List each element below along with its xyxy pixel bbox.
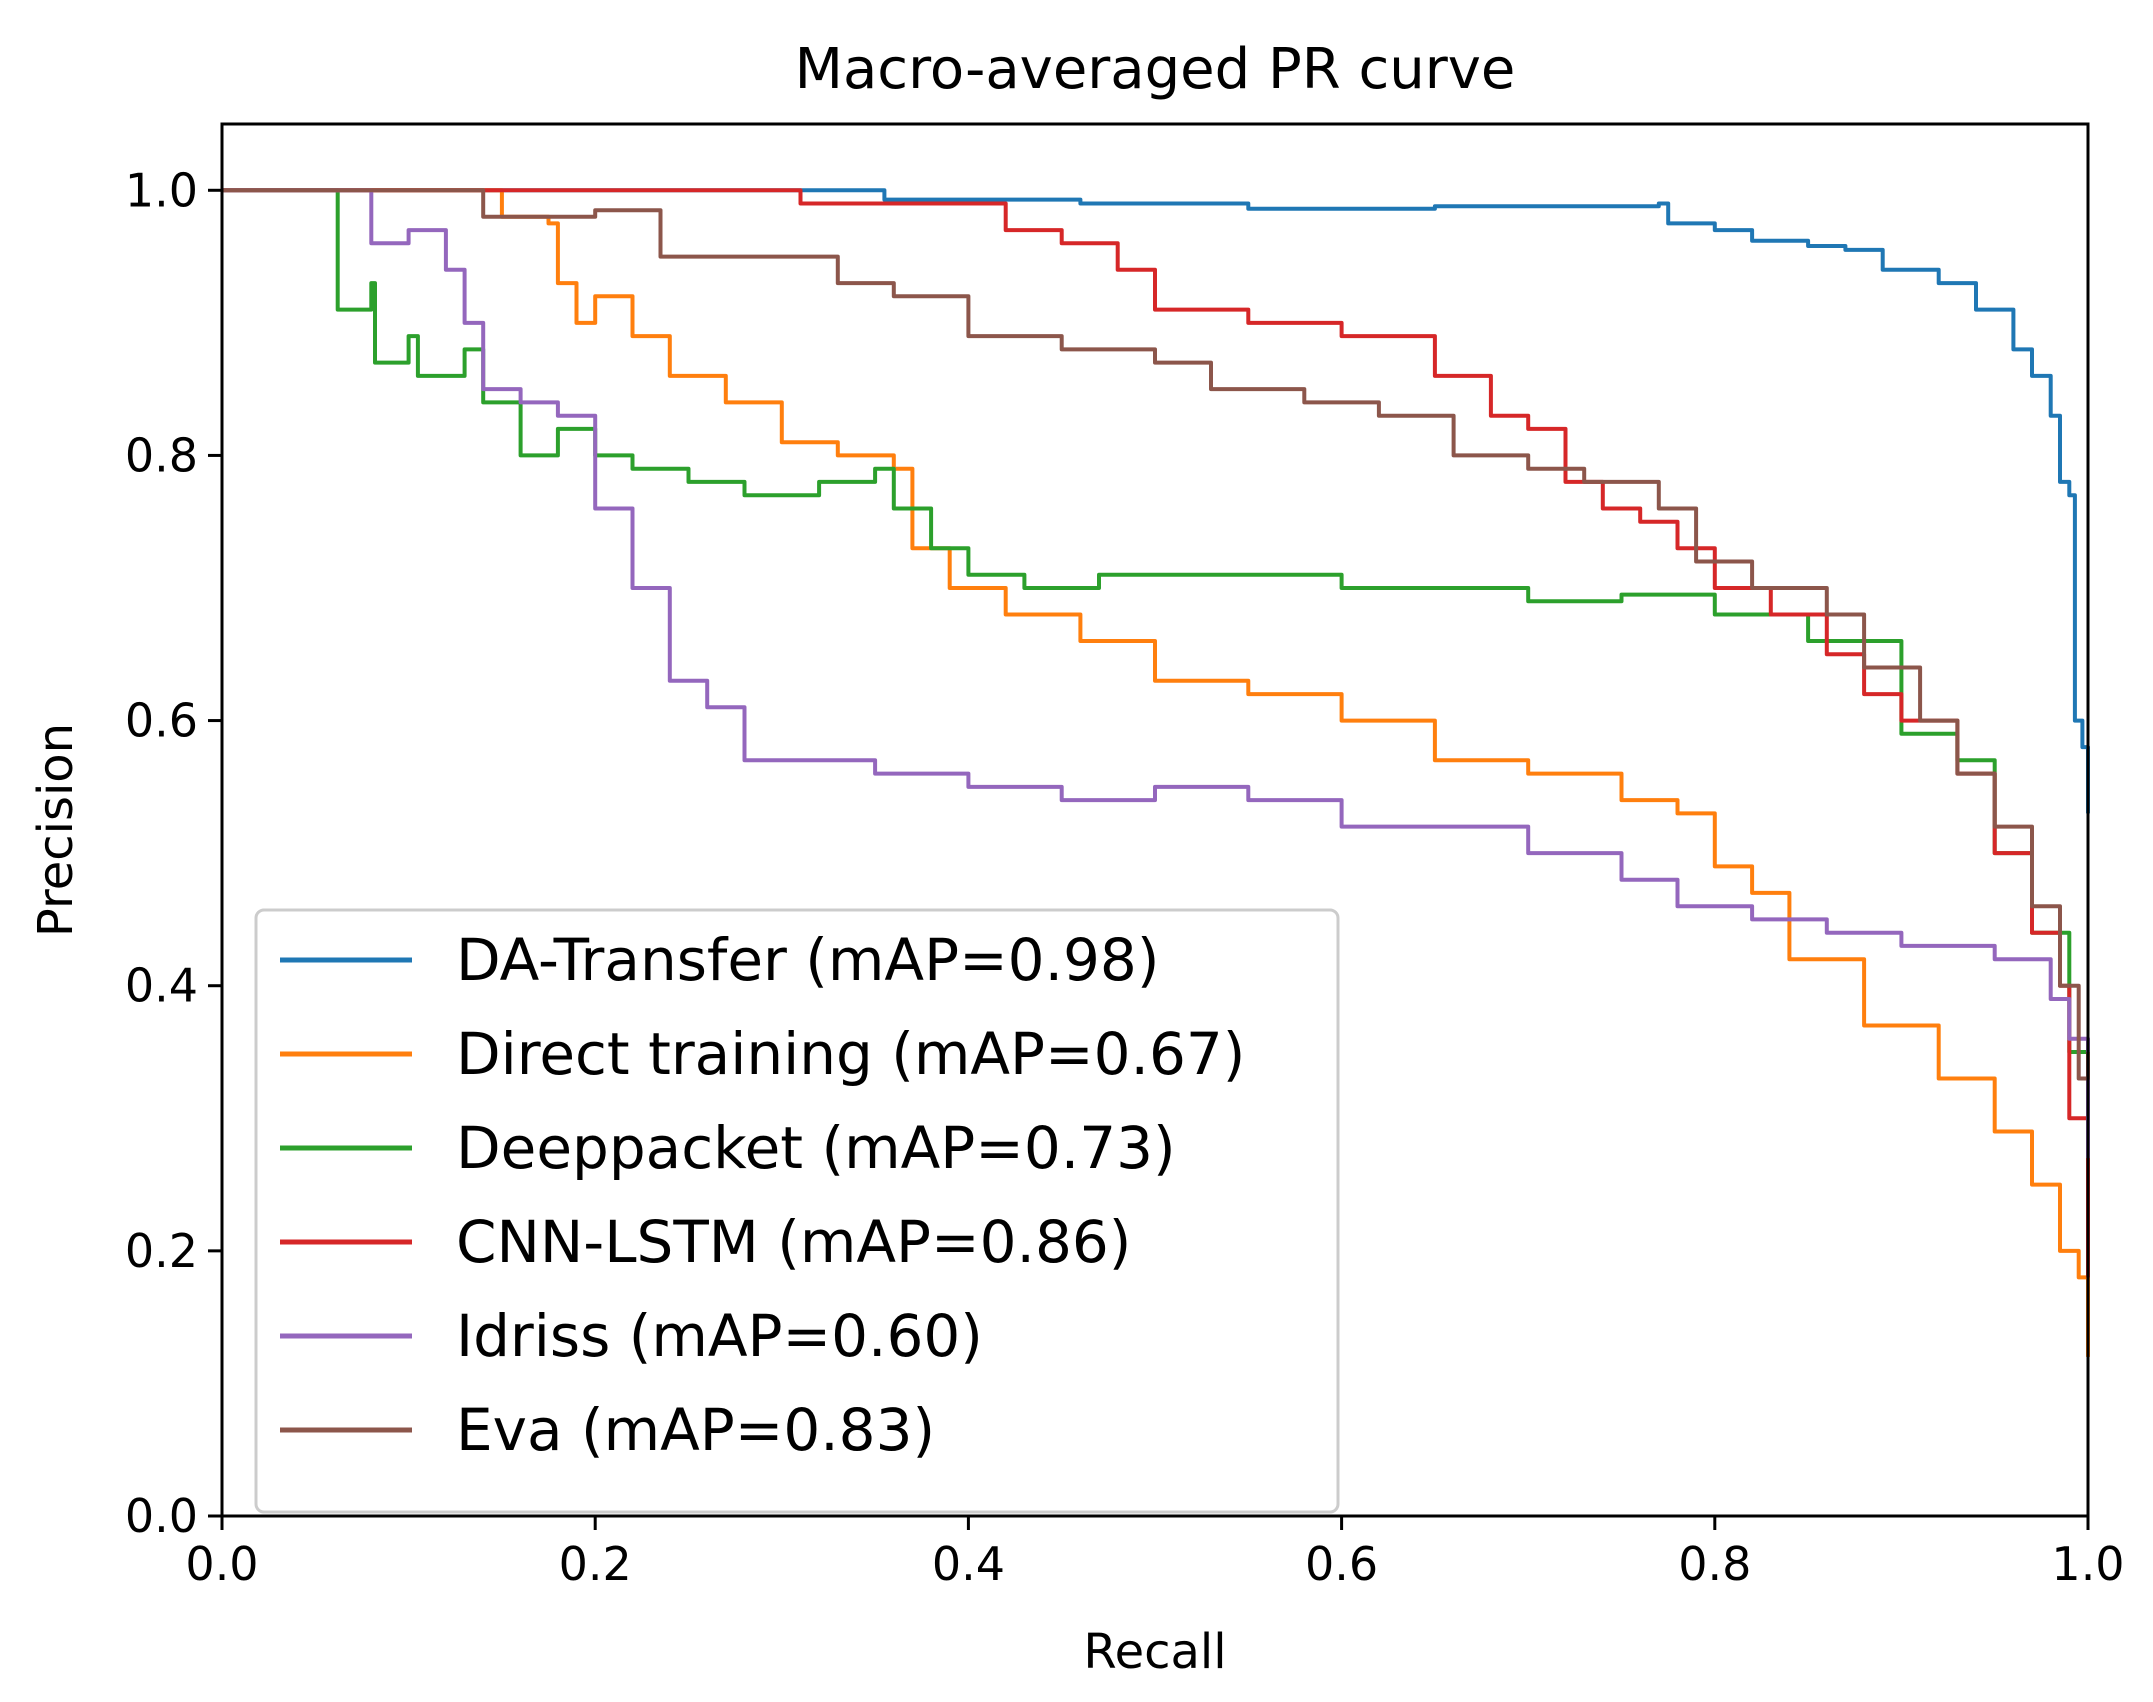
y-tick-label: 0.4 xyxy=(125,959,198,1013)
series-layer xyxy=(222,188,2090,1357)
y-tick-label: 0.2 xyxy=(125,1224,198,1278)
y-tick-label: 1.0 xyxy=(125,163,198,217)
y-tick-label: 0.0 xyxy=(125,1489,198,1543)
x-tick-label: 0.6 xyxy=(1305,1537,1378,1591)
legend-box xyxy=(254,908,1340,1514)
chart-title: Macro-averaged PR curve xyxy=(795,37,1516,102)
x-axis-label: Recall xyxy=(1083,1624,1226,1680)
y-axis-label: Precision xyxy=(28,723,84,937)
legend-label-1: DA-Transfer (mAP=0.98) xyxy=(456,926,1159,994)
x-tick-label: 1.0 xyxy=(2051,1537,2124,1591)
legend-label-5: Idriss (mAP=0.60) xyxy=(456,1302,983,1370)
x-tick-label: 0.4 xyxy=(932,1537,1005,1591)
x-tick-label: 0.0 xyxy=(185,1537,258,1591)
plot-frame xyxy=(220,122,2090,1518)
series-line-2 xyxy=(222,188,2090,1357)
series-line-6 xyxy=(222,188,2090,1081)
legend-label-6: Eva (mAP=0.83) xyxy=(456,1396,935,1464)
series-line-3 xyxy=(222,188,2090,1225)
legend-label-4: CNN-LSTM (mAP=0.86) xyxy=(456,1208,1131,1276)
legend-label-2: Direct training (mAP=0.67) xyxy=(456,1020,1245,1088)
series-line-1 xyxy=(222,188,2090,814)
legend: DA-Transfer (mAP=0.98) Direct training (m… xyxy=(254,908,1340,1514)
x-tick-label: 0.8 xyxy=(1678,1537,1751,1591)
y-tick-label: 0.6 xyxy=(125,694,198,748)
y-tick-label: 0.8 xyxy=(125,428,198,482)
ticks-layer: 0.0 0.2 0.4 0.6 0.8 1.0 0.0 0.2 0.4 0.6 0.8 1.0 xyxy=(125,163,2125,1591)
series-line-5 xyxy=(222,188,2090,1159)
x-tick-label: 0.2 xyxy=(559,1537,632,1591)
legend-label-3: Deeppacket (mAP=0.73) xyxy=(456,1114,1176,1182)
